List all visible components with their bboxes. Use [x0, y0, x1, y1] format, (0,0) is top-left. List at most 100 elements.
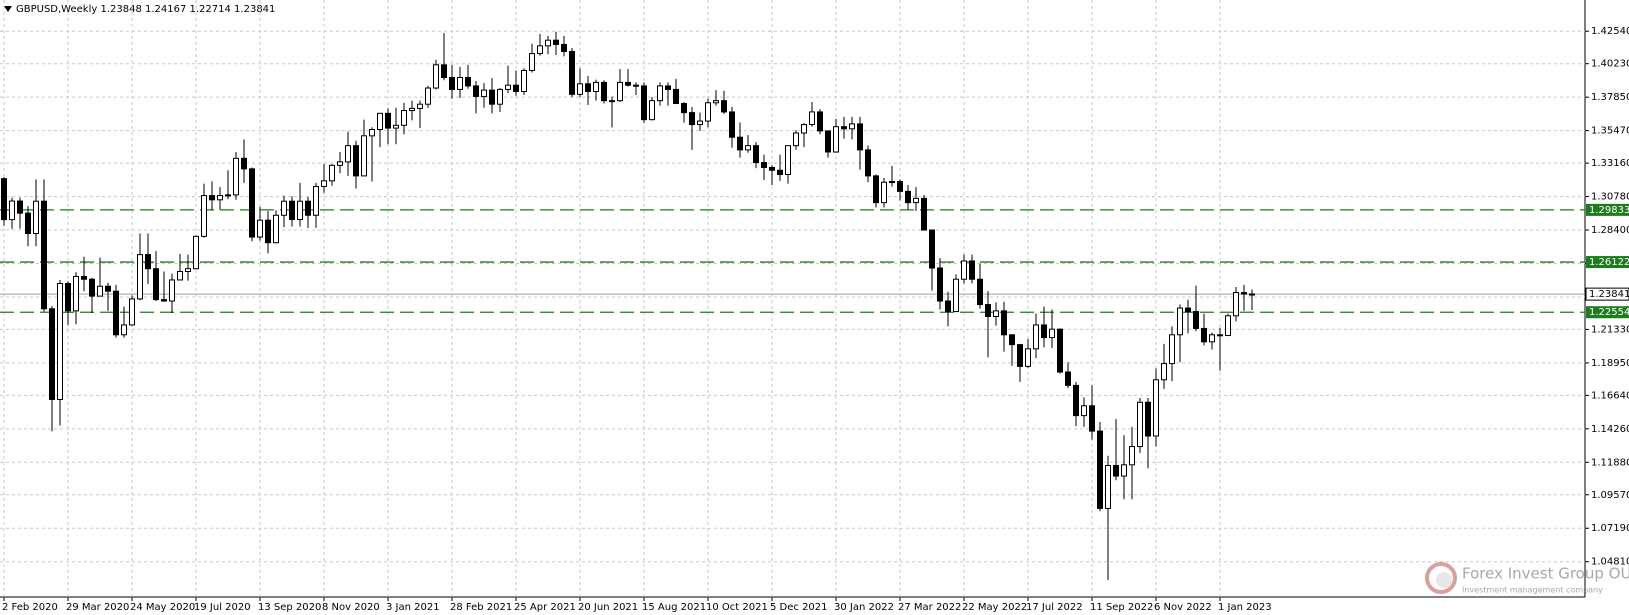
candle-body	[25, 212, 31, 235]
x-tick-label: 3 Jan 2021	[386, 602, 440, 613]
x-tick-label: 6 Nov 2022	[1154, 602, 1212, 613]
candle-body	[569, 50, 575, 95]
candle-body	[289, 200, 295, 220]
candle-body	[377, 112, 383, 130]
candle-body	[945, 300, 951, 313]
candle-body	[1113, 465, 1119, 477]
candle-body	[1201, 327, 1207, 343]
candle-body	[625, 81, 631, 86]
candle-body	[265, 219, 271, 244]
y-tick-label: 1.04810	[1591, 557, 1629, 568]
candle-body	[481, 89, 487, 97]
candle-body	[1121, 464, 1127, 477]
logo	[1436, 572, 1452, 588]
candle-body	[825, 130, 831, 153]
candle-body	[801, 124, 807, 134]
candle-body	[865, 149, 871, 177]
candle-body	[521, 69, 527, 93]
x-tick-label: 28 Feb 2021	[450, 602, 512, 613]
candle-body	[633, 84, 639, 87]
candle-body	[89, 278, 95, 297]
candle-body	[209, 195, 215, 201]
bid-tag-label: 1.23841	[1589, 289, 1629, 300]
candle-body	[73, 275, 79, 312]
candle-body	[145, 254, 151, 270]
candle-body	[81, 275, 87, 280]
candle-body	[281, 200, 287, 216]
candle-body	[1225, 315, 1231, 336]
candle-body	[313, 185, 319, 216]
candle-body	[249, 168, 255, 238]
x-tick-label: 25 Apr 2021	[514, 602, 576, 613]
candle-body	[505, 84, 511, 90]
candle-body	[1025, 348, 1031, 367]
candle-body	[121, 324, 127, 336]
candle-body	[369, 128, 375, 137]
candle-body	[873, 175, 879, 204]
candle-body	[329, 164, 335, 182]
bid-tag	[1585, 287, 1629, 301]
y-tick-label: 1.42540	[1591, 26, 1629, 37]
x-tick-label: 22 May 2022	[962, 602, 1027, 613]
y-tick-label: 1.11880	[1591, 457, 1629, 468]
candle-body	[697, 120, 703, 126]
x-tick-label: 27 Mar 2022	[898, 602, 961, 613]
candle-body	[169, 279, 175, 302]
candle-body	[993, 310, 999, 317]
candle-body	[609, 100, 615, 103]
candle-body	[673, 88, 679, 104]
candle-body	[529, 53, 535, 71]
level-tag	[1586, 203, 1629, 216]
y-tick-label: 1.28400	[1591, 225, 1629, 236]
candle-body	[641, 85, 647, 121]
x-tick-label: 11 Sep 2022	[1090, 602, 1153, 613]
candle-body	[497, 88, 503, 105]
x-tick-label: 1 Jan 2023	[1218, 602, 1272, 613]
candle-body	[177, 271, 183, 281]
candle-body	[1161, 363, 1167, 381]
candle-body	[841, 126, 847, 130]
candle-body	[1185, 307, 1191, 313]
x-tick-label: 24 May 2020	[130, 602, 195, 613]
y-tick-label: 1.14260	[1591, 424, 1629, 435]
candle-body	[97, 285, 103, 297]
candle-body	[345, 145, 351, 163]
candle-body	[737, 136, 743, 151]
level-tag-label: 1.22554	[1589, 307, 1629, 318]
level-tag-label: 1.26122	[1589, 257, 1629, 268]
candle-body	[753, 145, 759, 164]
candle-body	[1, 178, 7, 221]
candle-body	[617, 81, 623, 102]
candle-body	[1137, 401, 1143, 448]
candle-body	[1057, 328, 1063, 373]
candle-body	[385, 112, 391, 129]
candle-body	[921, 197, 927, 231]
candle-body	[393, 124, 399, 129]
candle-body	[417, 103, 423, 109]
candle-body	[433, 64, 439, 89]
candle-body	[545, 39, 551, 47]
candle-body	[793, 132, 799, 147]
candle-body	[1241, 292, 1247, 295]
candle-body	[889, 181, 895, 184]
candle-body	[681, 102, 687, 114]
level-tag-label: 1.29833	[1589, 205, 1629, 216]
candle-body	[1097, 430, 1103, 509]
candle-body	[153, 268, 159, 301]
candle-body	[1009, 334, 1015, 346]
candle-body	[809, 111, 815, 126]
x-tick-label: 13 Sep 2020	[258, 602, 321, 613]
candle-body	[185, 268, 191, 273]
candle-body	[537, 45, 543, 55]
candle-body	[761, 162, 767, 168]
level-tag	[1586, 306, 1629, 319]
candle-body	[705, 102, 711, 122]
candle-body	[1073, 384, 1079, 417]
candle-body	[233, 157, 239, 196]
candle-body	[457, 76, 463, 90]
candle-body	[513, 84, 519, 93]
candle-body	[113, 290, 119, 336]
watermark-name: Forex Invest Group OU	[1462, 565, 1629, 583]
candle-body	[465, 76, 471, 87]
